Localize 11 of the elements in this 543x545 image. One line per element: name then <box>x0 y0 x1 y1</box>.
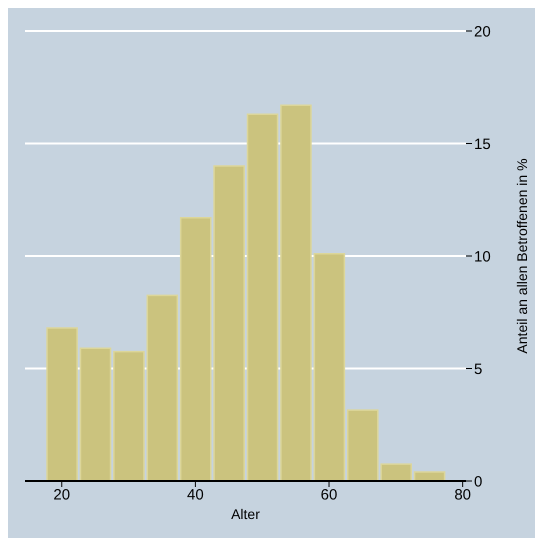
y-tick-label: 0 <box>474 473 482 490</box>
x-tick-label: 40 <box>187 486 204 504</box>
x-tick-label: 20 <box>53 486 70 504</box>
x-tick-label: 60 <box>320 486 338 504</box>
x-axis-title: Alter <box>231 506 260 522</box>
y-tick-label: 15 <box>474 136 491 153</box>
x-tick-label: 80 <box>454 486 472 504</box>
y-tick-label: 10 <box>474 248 491 266</box>
y-tick-label: 20 <box>474 23 491 40</box>
y-axis-title: Anteil an allen Betroffenen in % <box>514 158 530 354</box>
y-tick-label: 5 <box>474 360 482 378</box>
